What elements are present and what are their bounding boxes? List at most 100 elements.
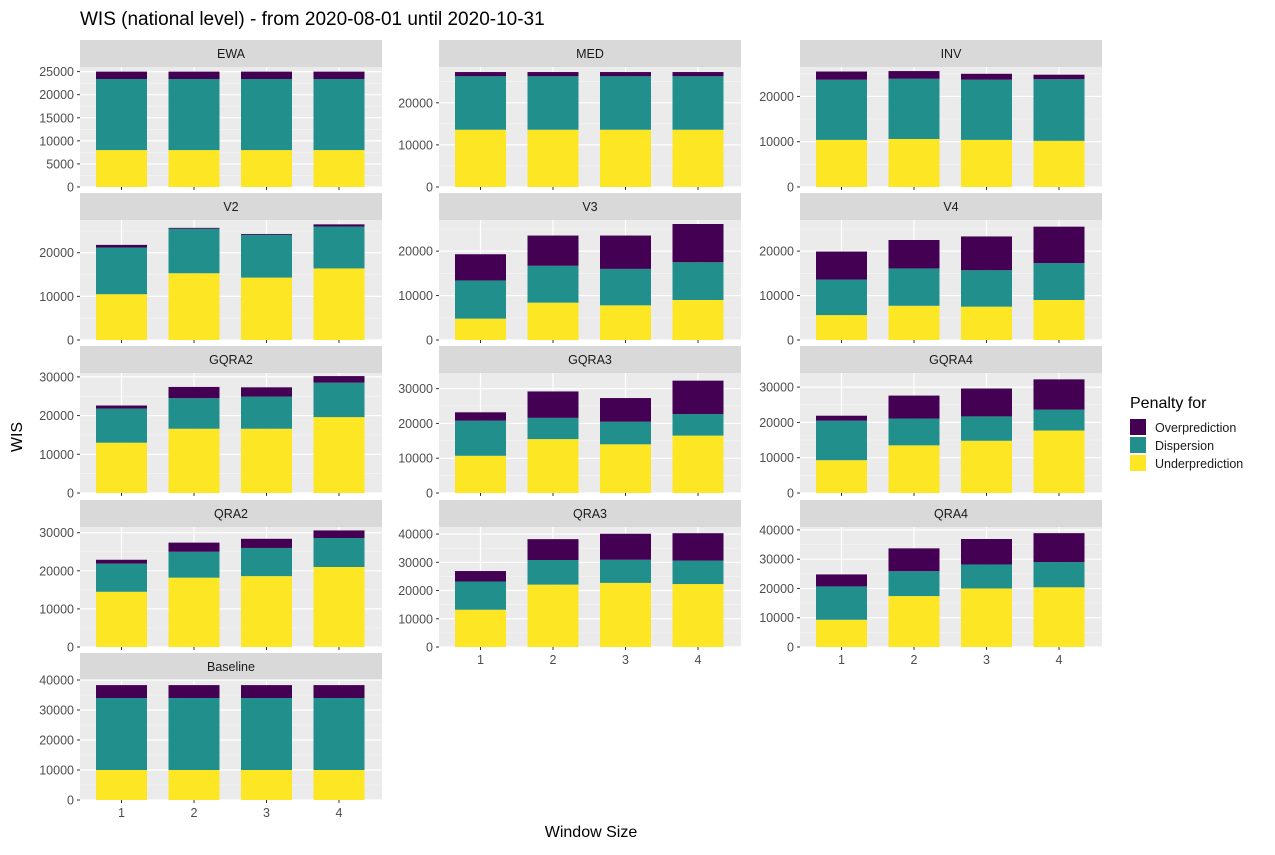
- bar-dispersion: [600, 76, 651, 130]
- bar-dispersion: [672, 560, 724, 585]
- y-tick-label: 30000: [39, 370, 74, 384]
- bar-dispersion: [672, 262, 724, 300]
- x-tick-label: 1: [118, 806, 125, 820]
- bar-overprediction: [961, 539, 1012, 565]
- bar-underprediction: [672, 129, 724, 187]
- y-tick-label: 0: [787, 181, 794, 195]
- legend-swatch-dispersion: [1130, 437, 1146, 453]
- bar-overprediction: [96, 71, 147, 79]
- y-tick-label: 10000: [39, 134, 74, 148]
- bar-overprediction: [672, 224, 724, 263]
- bar-dispersion: [961, 564, 1012, 589]
- bar-overprediction: [816, 71, 867, 80]
- y-tick-label: 20000: [759, 90, 794, 104]
- bar-underprediction: [527, 584, 579, 647]
- facet-strip-label: GQRA4: [929, 353, 973, 367]
- x-tick-label: 2: [550, 653, 557, 667]
- bar-underprediction: [816, 139, 867, 187]
- y-tick-label: 10000: [759, 451, 794, 465]
- bar-dispersion: [96, 698, 147, 770]
- facet-panel-med: MED 0 10000 20000: [398, 40, 741, 195]
- bar-dispersion: [1033, 79, 1085, 141]
- bar-dispersion: [961, 79, 1012, 140]
- x-tick-label: 2: [191, 806, 198, 820]
- bar-underprediction: [96, 442, 147, 493]
- y-tick-label: 20000: [39, 246, 74, 260]
- x-tick-label: 1: [477, 653, 484, 667]
- bar-overprediction: [168, 386, 220, 399]
- bar-overprediction: [527, 539, 579, 561]
- facet-strip-label: QRA4: [934, 507, 968, 521]
- bar-overprediction: [1033, 533, 1085, 563]
- facet-strip-label: EWA: [217, 47, 246, 61]
- y-tick-label: 10000: [759, 611, 794, 625]
- x-tick-label: 4: [336, 806, 343, 820]
- y-tick-label: 30000: [398, 382, 433, 396]
- bar-overprediction: [168, 542, 220, 552]
- facet-panel-qra2: QRA2 0 10000 20000 30000: [39, 500, 382, 655]
- bar-overprediction: [313, 530, 365, 539]
- bar-dispersion: [313, 538, 365, 567]
- bar-overprediction: [313, 224, 365, 227]
- bar-dispersion: [816, 79, 867, 140]
- bar-underprediction: [168, 577, 220, 647]
- facet-strip-label: QRA2: [214, 507, 248, 521]
- bar-dispersion: [1033, 562, 1085, 588]
- bar-underprediction: [888, 305, 940, 340]
- facet-strip-label: V4: [943, 200, 958, 214]
- y-axis-label: WIS: [9, 422, 26, 452]
- facet-panel-ewa: EWA 0 5000 10000 15000 20000 25000: [39, 40, 382, 195]
- bar-overprediction: [96, 244, 147, 248]
- bar-overprediction: [672, 533, 724, 561]
- x-axis-label: Window Size: [545, 824, 638, 841]
- bar-underprediction: [816, 619, 867, 647]
- bar-dispersion: [168, 551, 220, 578]
- bar-overprediction: [1033, 74, 1085, 80]
- bar-dispersion: [168, 398, 220, 429]
- bar-dispersion: [168, 79, 220, 151]
- y-tick-label: 10000: [39, 448, 74, 462]
- bar-overprediction: [168, 685, 220, 698]
- facet-strip: [439, 346, 741, 373]
- facet-strip: [439, 500, 741, 527]
- bar-dispersion: [168, 228, 220, 274]
- y-tick-label: 30000: [39, 526, 74, 540]
- y-tick-label: 20000: [759, 416, 794, 430]
- bar-dispersion: [888, 78, 940, 139]
- y-tick-label: 0: [787, 487, 794, 501]
- y-tick-label: 30000: [759, 381, 794, 395]
- facet-panel-gqra4: GQRA4 0 10000 20000 30000: [759, 346, 1102, 501]
- bar-underprediction: [96, 294, 147, 340]
- y-tick-label: 0: [426, 181, 433, 195]
- bar-overprediction: [888, 240, 940, 269]
- y-tick-label: 20000: [398, 96, 433, 110]
- y-tick-label: 10000: [398, 138, 433, 152]
- y-tick-label: 0: [67, 181, 74, 195]
- legend-label-overprediction: Overprediction: [1155, 421, 1236, 435]
- bar-dispersion: [672, 76, 724, 130]
- facet-strip-label: GQRA2: [209, 353, 253, 367]
- facet-panel-inv: INV 0 10000 20000: [759, 40, 1102, 195]
- bar-dispersion: [1033, 409, 1085, 431]
- bar-underprediction: [961, 588, 1012, 647]
- facet-strip-label: MED: [576, 47, 604, 61]
- facet-strip-label: INV: [941, 47, 963, 61]
- facet-strip: [439, 193, 741, 220]
- legend-label-underprediction: Underprediction: [1155, 457, 1243, 471]
- bar-overprediction: [455, 72, 506, 77]
- y-tick-label: 0: [67, 641, 74, 655]
- bar-underprediction: [961, 139, 1012, 187]
- bar-overprediction: [455, 571, 506, 582]
- bar-underprediction: [455, 318, 506, 340]
- bar-underprediction: [672, 584, 724, 647]
- bar-underprediction: [96, 591, 147, 647]
- bar-dispersion: [527, 417, 579, 440]
- x-tick-label: 3: [622, 653, 629, 667]
- facet-strip: [80, 40, 382, 67]
- facet-panel-gqra2: GQRA2 0 10000 20000 30000: [39, 346, 382, 501]
- facet-panel-v2: V2 0 10000 20000: [39, 193, 382, 348]
- facet-strip: [800, 500, 1102, 527]
- bar-underprediction: [888, 445, 940, 493]
- y-tick-label: 25000: [39, 65, 74, 79]
- x-tick-label: 4: [1056, 653, 1063, 667]
